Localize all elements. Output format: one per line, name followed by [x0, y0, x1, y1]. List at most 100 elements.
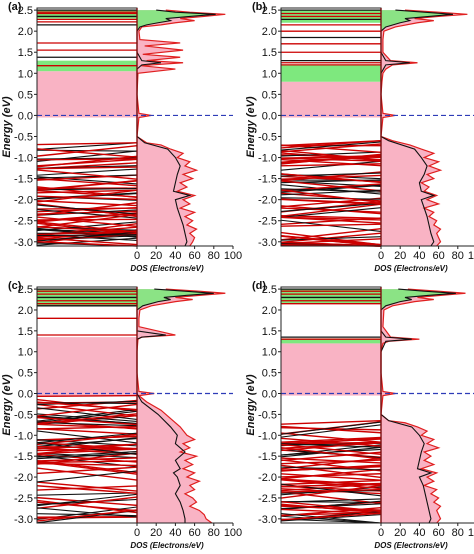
valence-band-line [280, 184, 382, 193]
y-tick-label: -1.0 [14, 430, 33, 442]
valence-band-line [280, 457, 382, 464]
valence-band-line [36, 148, 138, 158]
y-tick-label: 1.5 [262, 326, 277, 338]
dos-tick-label: 80 [208, 250, 220, 262]
x-axis-label: DOS (Electrons/eV) [374, 541, 448, 550]
y-tick-label: -0.5 [258, 409, 277, 421]
valence-band-line [280, 441, 382, 445]
y-tick-label: 0.0 [18, 110, 33, 122]
valence-band-line [280, 232, 382, 244]
valence-band-line [36, 407, 138, 420]
valence-band-line [36, 234, 138, 237]
valence-band-line [280, 223, 382, 227]
y-tick-label: 1.0 [262, 68, 277, 80]
y-tick-label: 1.5 [18, 47, 33, 59]
y-tick-label: 2.0 [262, 305, 277, 317]
y-axis-label: Energy (eV) [245, 96, 257, 157]
valence-band-line [36, 466, 138, 475]
dos-tick-label: 100 [224, 527, 242, 539]
valence-band-line [36, 221, 138, 233]
band-gap-region [37, 337, 137, 396]
y-tick-label: -1.5 [258, 451, 277, 463]
valence-band-line [36, 166, 138, 170]
y-tick-label: -2.5 [258, 216, 277, 228]
valence-band-line [36, 204, 138, 215]
valence-band-line [280, 424, 382, 438]
valence-band-line [36, 413, 138, 425]
valence-band-line [36, 195, 138, 201]
valence-band-line [280, 198, 382, 205]
valence-band-line [36, 443, 138, 455]
dos-tick-label: 20 [394, 250, 406, 262]
valence-band-line [36, 202, 138, 216]
y-axis-label: Energy (eV) [1, 96, 13, 157]
valence-band-line [36, 142, 138, 146]
valence-band-line [36, 394, 138, 398]
y-tick-label: 1.0 [18, 68, 33, 80]
valence-band-line [280, 205, 382, 215]
valence-band-line [280, 207, 382, 218]
dos-red-curve [380, 9, 468, 247]
valence-band-line [280, 488, 382, 493]
dos-tick-label: 20 [150, 250, 162, 262]
x-axis-label: DOS (Electrons/eV) [374, 264, 448, 273]
valence-band-line [36, 421, 138, 427]
valence-band-line [280, 235, 382, 246]
valence-band-line [36, 231, 138, 242]
y-tick-label: -3.0 [258, 237, 277, 249]
panel-b: 2.5 2.0 1.5 1.0 0.5 0.0 -0.5 -1.0 -1.5 -2.0 -2.5 -3… [245, 1, 474, 273]
valence-band-line [36, 416, 138, 424]
valence-band-line [280, 143, 382, 153]
valence-band-line [280, 518, 382, 524]
valence-band-line [36, 507, 138, 518]
dos-red-curve [136, 9, 226, 247]
valence-band-line [280, 144, 382, 153]
dos-tick-label: 80 [208, 527, 220, 539]
valence-band-line [36, 496, 138, 509]
valence-band-line [280, 483, 382, 492]
valence-band-line [36, 457, 138, 462]
valence-band-line [36, 241, 138, 247]
valence-band-line [36, 213, 138, 228]
valence-band-line [36, 443, 138, 450]
dos-fill [137, 10, 226, 246]
valence-band-line [36, 499, 138, 514]
valence-band-line [36, 174, 138, 179]
dos-tick-label: 20 [394, 527, 406, 539]
valence-band-line [280, 216, 382, 221]
valence-band-line [36, 481, 138, 492]
valence-band-line [280, 473, 382, 478]
valence-band-line [36, 492, 138, 496]
valence-band-line [280, 173, 382, 184]
y-tick-label: -1.5 [258, 174, 277, 186]
valence-band-line [280, 484, 382, 499]
y-tick-label: 2.0 [262, 26, 277, 38]
valence-band-line [280, 443, 382, 448]
valence-band-line [36, 188, 138, 191]
valence-band-line [280, 508, 382, 515]
y-tick-label: -3.0 [14, 237, 33, 249]
y-tick-label: 1.0 [18, 347, 33, 359]
valence-band-line [280, 139, 382, 147]
y-tick-label: 0.5 [18, 89, 33, 101]
y-tick-label: -3.0 [14, 514, 33, 526]
valence-band-line [280, 441, 382, 452]
valence-band-line [280, 500, 382, 510]
y-tick-label: 0.0 [262, 389, 277, 401]
valence-band-line [280, 466, 382, 471]
valence-band-line [36, 432, 138, 444]
y-tick-label: -2.5 [14, 216, 33, 228]
valence-band-line [280, 202, 382, 212]
valence-band-line [36, 427, 138, 435]
dos-tick-label: 100 [224, 250, 242, 262]
dos-tick-label: 0 [378, 250, 384, 262]
valence-band-line [280, 180, 382, 192]
valence-band-line [36, 203, 138, 218]
green-band-region [281, 338, 381, 344]
y-tick-label: 1.0 [262, 347, 277, 359]
y-tick-label: -2.0 [258, 472, 277, 484]
valence-band-line [280, 155, 382, 159]
y-tick-label: 2.5 [18, 5, 33, 17]
valence-band-line [36, 142, 138, 151]
